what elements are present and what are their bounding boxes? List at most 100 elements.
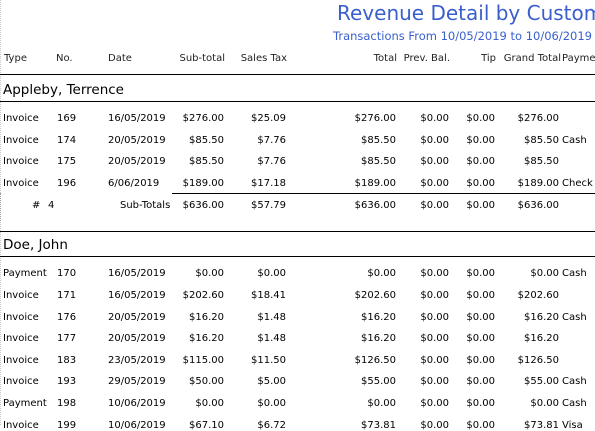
cell-date: 20/05/2019 [108, 134, 166, 146]
cell-grand: $55.00 [524, 376, 559, 388]
cell-no: 177 [57, 333, 77, 345]
cell-date: 20/05/2019 [108, 156, 166, 168]
cell-tip: $0.00 [466, 398, 495, 409]
subtotal-rule [172, 193, 595, 195]
cell-total: $126.50 [354, 354, 396, 366]
cell-total: $16.20 [361, 333, 396, 345]
cell-prev: $0.00 [420, 354, 449, 366]
cell-tax: $1.48 [257, 333, 286, 345]
cell-total: $276.00 [354, 113, 396, 124]
col-header-total: Total [373, 53, 397, 64]
cell-no: 196 [57, 177, 77, 189]
cell-tip: $0.00 [466, 376, 495, 388]
cell-grand: $85.50 [524, 134, 559, 146]
cell-tax: $0.00 [257, 268, 286, 280]
group-end-rule [0, 231, 595, 233]
cell-tax: $0.00 [257, 398, 286, 409]
cell-total: $0.00 [367, 398, 396, 409]
cell-total: $189.00 [354, 177, 396, 189]
subtotal-subtotal: $636.00 [182, 200, 224, 212]
cell-type: Invoice [3, 376, 39, 388]
cell-subtotal: $0.00 [195, 398, 224, 409]
cell-grand: $126.50 [517, 354, 559, 366]
cell-payment: Check [562, 177, 593, 189]
cell-subtotal: $85.50 [189, 134, 224, 146]
customer-group-name: Doe, John [3, 237, 68, 254]
col-header-date: Date [108, 53, 132, 64]
col-header-type: Type [4, 53, 27, 64]
cell-type: Payment [3, 268, 47, 280]
cell-grand: $16.20 [524, 333, 559, 345]
cell-prev: $0.00 [420, 311, 449, 323]
cell-prev: $0.00 [420, 398, 449, 409]
cell-total: $85.50 [361, 156, 396, 168]
cell-type: Invoice [3, 177, 39, 189]
cell-prev: $0.00 [420, 376, 449, 388]
cell-total: $85.50 [361, 134, 396, 146]
col-header-tip: Tip [481, 53, 496, 64]
cell-grand: $202.60 [517, 290, 559, 301]
cell-date: 16/05/2019 [108, 290, 166, 301]
cell-subtotal: $16.20 [189, 333, 224, 345]
cell-date: 29/05/2019 [108, 376, 166, 388]
col-header-payment: Payment [562, 53, 595, 64]
subtotal-count-hash: # [32, 200, 41, 212]
subtotal-prev: $0.00 [420, 200, 449, 212]
cell-date: 10/06/2019 [108, 419, 166, 431]
cell-no: 176 [57, 311, 77, 323]
cell-tip: $0.00 [466, 311, 495, 323]
cell-no: 198 [57, 398, 77, 409]
cell-type: Payment [3, 398, 47, 409]
cell-tip: $0.00 [466, 156, 495, 168]
cell-payment: Cash [562, 134, 587, 146]
cell-no: 174 [57, 134, 77, 146]
cell-payment: Cash [562, 376, 587, 388]
cell-subtotal: $0.00 [195, 268, 224, 280]
cell-prev: $0.00 [420, 268, 449, 280]
cell-total: $73.81 [361, 419, 396, 431]
cell-prev: $0.00 [420, 134, 449, 146]
summary-guide-line [0, 193, 1, 222]
subtotal-label: Sub-Totals [120, 200, 171, 212]
cell-tax: $17.18 [251, 177, 286, 189]
cell-payment: Cash [562, 268, 587, 280]
cell-subtotal: $189.00 [182, 177, 224, 189]
report-title: Revenue Detail by Customer [337, 1, 595, 25]
cell-no: 199 [57, 419, 77, 431]
cell-date: 6/06/2019 [108, 177, 160, 189]
col-header-no: No. [56, 53, 73, 64]
cell-type: Invoice [3, 333, 39, 345]
cell-subtotal: $85.50 [189, 156, 224, 168]
header-rule [0, 74, 595, 75]
cell-date: 23/05/2019 [108, 354, 166, 366]
cell-tax: $7.76 [257, 134, 286, 146]
cell-payment: Cash [562, 398, 587, 409]
cell-type: Invoice [3, 419, 39, 431]
cell-type: Invoice [3, 156, 39, 168]
col-header-subtotal: Sub-total [179, 53, 225, 64]
col-header-sales-tax: Sales Tax [240, 53, 287, 64]
col-header-prev-bal: Prev. Bal. [403, 53, 450, 64]
cell-date: 16/05/2019 [108, 113, 166, 124]
cell-grand: $73.81 [524, 419, 559, 431]
cell-tip: $0.00 [466, 333, 495, 345]
customer-group-name: Appleby, Terrence [3, 82, 124, 98]
subtotal-tax: $57.79 [251, 200, 286, 212]
cell-prev: $0.00 [420, 290, 449, 301]
cell-prev: $0.00 [420, 113, 449, 124]
cell-subtotal: $202.60 [182, 290, 224, 301]
cell-grand: $85.50 [524, 156, 559, 168]
group-rule [0, 256, 595, 258]
cell-type: Invoice [3, 311, 39, 323]
cell-total: $202.60 [354, 290, 396, 301]
col-header-grand-total: Grand Total [503, 53, 561, 64]
cell-total: $16.20 [361, 311, 396, 323]
cell-tip: $0.00 [466, 290, 495, 301]
cell-type: Invoice [3, 113, 39, 124]
cell-type: Invoice [3, 290, 39, 301]
cell-date: 20/05/2019 [108, 333, 166, 345]
cell-grand: $189.00 [517, 177, 559, 189]
cell-tax: $5.00 [257, 376, 286, 388]
cell-grand: $0.00 [530, 398, 559, 409]
cell-subtotal: $16.20 [189, 311, 224, 323]
